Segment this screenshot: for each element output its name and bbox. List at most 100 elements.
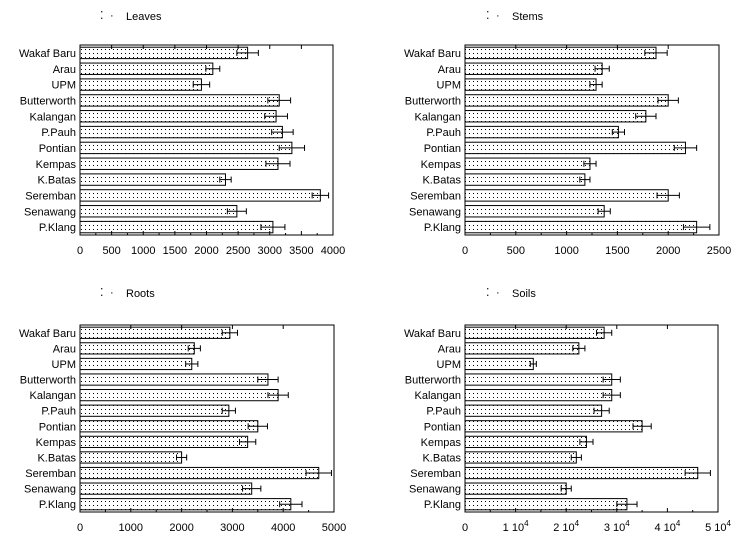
category-label: Pontian — [424, 421, 461, 433]
bar — [464, 189, 669, 202]
bar — [79, 125, 283, 139]
x-tick-label: 3500 — [289, 245, 313, 257]
bar — [79, 326, 231, 339]
bar — [464, 404, 603, 417]
category-label: Butterworth — [20, 375, 76, 387]
chart-title: Roots — [126, 288, 155, 300]
x-tick-label: 2500 — [707, 245, 731, 257]
category-label: UPM — [437, 80, 461, 92]
category-label: P.Pauh — [41, 406, 76, 418]
category-label: Kalangan — [30, 390, 77, 402]
bar — [464, 110, 647, 123]
category-label: Wakaf Baru — [19, 328, 76, 340]
bar — [79, 110, 277, 123]
category-label: K.Batas — [37, 452, 76, 464]
category-label: Butterworth — [20, 95, 76, 107]
category-label: Arau — [438, 343, 461, 355]
x-tick-label: 1500 — [605, 245, 629, 257]
category-label: Seremban — [410, 190, 461, 202]
bar — [464, 482, 567, 495]
legend: ⁚ · Soils — [486, 287, 536, 300]
bar — [79, 451, 183, 464]
category-label: P.Klang — [424, 222, 461, 234]
x-tick-label: 3 104 — [604, 519, 630, 534]
x-tick-label: 1000 — [554, 245, 578, 257]
bar — [464, 373, 613, 386]
chart-title: Stems — [512, 11, 544, 23]
bar — [79, 389, 279, 402]
legend-marker: ⁚ — [100, 287, 104, 299]
bar — [464, 141, 686, 155]
x-tick-label: 0 — [462, 522, 468, 534]
category-label: Wakaf Baru — [404, 48, 461, 60]
x-tick-label: 1 104 — [503, 519, 529, 534]
bar — [79, 189, 321, 202]
chart-title: Leaves — [126, 11, 162, 23]
bar — [464, 389, 613, 402]
category-label: Wakaf Baru — [19, 48, 76, 60]
bar — [464, 78, 597, 91]
bar — [464, 466, 699, 480]
category-label: P.Klang — [39, 222, 76, 234]
category-label: P.Pauh — [41, 127, 76, 139]
bar — [79, 205, 238, 218]
category-label: Kempas — [36, 159, 77, 171]
category-label: UPM — [437, 359, 461, 371]
bar — [79, 498, 292, 511]
category-label: P.Pauh — [426, 406, 461, 418]
category-label: Kempas — [421, 159, 462, 171]
x-tick-label: 3000 — [220, 522, 244, 534]
category-label: Butterworth — [405, 375, 461, 387]
category-label: Kalangan — [30, 111, 77, 123]
chart-panel-stems: ⁚ · Stems Wakaf Baru Arau UPM Butterworth Kalan… — [404, 10, 731, 257]
legend: ⁚ · Roots — [100, 287, 155, 300]
x-tick-label: 500 — [507, 245, 525, 257]
x-tick-label: 4000 — [271, 522, 295, 534]
category-label: Arau — [438, 64, 461, 76]
category-label: P.Klang — [424, 499, 461, 511]
legend-marker-dot: · — [110, 287, 114, 299]
x-tick-label: 1000 — [131, 245, 155, 257]
category-label: Seremban — [410, 468, 461, 480]
bar — [464, 157, 591, 170]
bar — [79, 78, 202, 91]
category-label: Kalangan — [415, 111, 462, 123]
bar — [79, 420, 259, 433]
bar — [79, 157, 279, 170]
bar — [79, 62, 214, 75]
bar — [79, 173, 226, 186]
bar — [79, 482, 253, 495]
legend-marker: ⁚ — [486, 287, 490, 299]
category-label: P.Pauh — [426, 127, 461, 139]
x-tick-label: 2000 — [194, 245, 218, 257]
bar — [464, 420, 643, 433]
legend-marker: ⁚ — [486, 10, 490, 22]
x-tick-label: 500 — [102, 245, 120, 257]
category-label: UPM — [52, 359, 76, 371]
bar — [464, 451, 577, 464]
x-tick-label: 4 104 — [654, 519, 680, 534]
category-label: Senawang — [24, 484, 76, 496]
category-label: Pontian — [39, 421, 76, 433]
legend-marker-dot: · — [496, 10, 500, 22]
category-label: Senawang — [409, 484, 461, 496]
x-tick-label: 5 104 — [705, 519, 731, 534]
x-tick-label: 0 — [77, 522, 83, 534]
x-tick-label: 5000 — [322, 522, 346, 534]
chart-panel-leaves: ⁚ · Leaves Wakaf Baru Arau UPM Butterworth Kala… — [19, 10, 345, 257]
bar — [79, 46, 249, 60]
x-tick-label: 2 104 — [553, 519, 579, 534]
bar — [464, 173, 586, 186]
category-label: Arau — [53, 343, 76, 355]
x-tick-label: 4000 — [321, 245, 345, 257]
x-tick-label: 1000 — [119, 522, 143, 534]
category-label: K.Batas — [37, 175, 76, 187]
category-label: P.Klang — [39, 499, 76, 511]
bar — [464, 205, 605, 218]
bar — [464, 435, 587, 448]
bar — [79, 141, 293, 155]
x-tick-label: 3000 — [258, 245, 282, 257]
legend-marker-dot: · — [110, 10, 114, 22]
bar — [79, 435, 249, 448]
bar — [464, 220, 698, 234]
